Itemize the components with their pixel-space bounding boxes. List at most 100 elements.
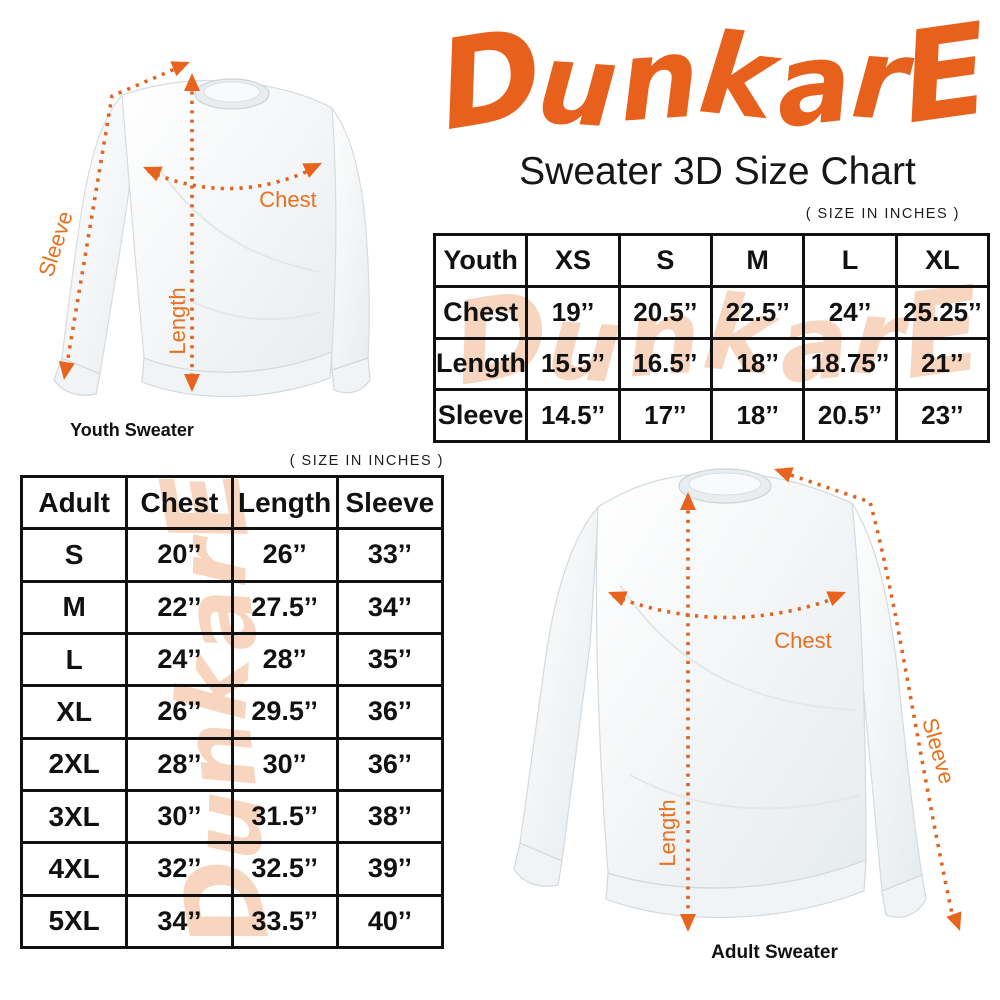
size-value-cell: 26’’ xyxy=(230,527,339,583)
size-value-cell: 16.5’’ xyxy=(617,336,713,392)
column-header: Length xyxy=(230,474,339,531)
youth-caption: Youth Sweater xyxy=(70,420,194,440)
size-value-cell: 20.5’’ xyxy=(802,388,898,443)
adult-chest-arrow-right xyxy=(826,591,846,607)
row-label: 4XL xyxy=(19,841,129,897)
header-row: Youth XS S M L XL xyxy=(432,233,991,288)
column-header: Adult xyxy=(19,474,129,531)
size-row: Length 15.5’’ 16.5’’ 18’’ 18.75’’ 21’’ xyxy=(432,336,991,392)
size-value-cell: 30’’ xyxy=(230,736,339,792)
adult-chest-label: Chest xyxy=(774,628,831,653)
row-label: Length xyxy=(432,336,529,392)
youth-sweater-right-cuff xyxy=(331,357,371,394)
column-header: XL xyxy=(894,233,991,288)
size-value-cell: 17’’ xyxy=(617,388,713,443)
youth-length-arrow-top xyxy=(184,73,200,91)
youth-sweater-collar-inner xyxy=(203,81,261,103)
column-header: Youth xyxy=(432,233,529,288)
adult-sweater-diagram: Chest Length Sleeve xyxy=(513,467,962,932)
youth-length-arrow-bottom xyxy=(184,374,200,392)
logo-letter: E xyxy=(892,0,1000,153)
adult-chest-arrow-left xyxy=(608,591,628,607)
youth-chest-label: Chest xyxy=(259,187,316,212)
adult-length-arrow-bottom xyxy=(680,914,696,932)
adult-size-table: Adult Chest Length Sleeve S 20’’ 26’’ 33’’ M 22’’… xyxy=(19,474,445,950)
column-header: S xyxy=(617,233,713,288)
row-label: L xyxy=(19,631,129,688)
size-value-cell: 18’’ xyxy=(709,388,806,443)
youth-sleeve-arrow-bottom xyxy=(58,360,75,380)
size-value-cell: 34’’ xyxy=(125,893,234,950)
adult-sweater-hem xyxy=(605,859,867,919)
size-value-cell: 31.5’’ xyxy=(230,788,339,845)
size-row: M 22’’ 27.5’’ 34’’ xyxy=(19,579,445,635)
adult-sweater-body xyxy=(595,473,867,889)
youth-sweater-drawing xyxy=(53,78,371,398)
column-header: L xyxy=(802,233,898,288)
adult-sweater-fold xyxy=(629,774,861,810)
size-value-cell: 26’’ xyxy=(125,684,234,740)
logo-letter: n xyxy=(614,12,705,148)
column-header: Sleeve xyxy=(335,474,445,531)
chart-title: Sweater 3D Size Chart xyxy=(519,150,916,193)
size-value-cell: 40’’ xyxy=(335,893,445,950)
row-label: 5XL xyxy=(19,893,129,950)
size-row: Sleeve 14.5’’ 17’’ 18’’ 20.5’’ 23’’ xyxy=(432,388,991,443)
adult-length-arrow-top xyxy=(680,492,696,510)
youth-length-label: Length xyxy=(165,287,190,354)
youth-sweater-body xyxy=(121,79,337,373)
logo-letter: u xyxy=(533,18,624,154)
adult-sweater-drawing xyxy=(513,468,927,919)
size-value-cell: 15.5’’ xyxy=(525,336,621,392)
youth-units-note: ( SIZE IN INCHES ) xyxy=(805,206,960,222)
size-value-cell: 25.25’’ xyxy=(894,284,991,340)
adult-sweater-fold xyxy=(619,584,856,711)
size-value-cell: 36’’ xyxy=(335,684,445,740)
size-value-cell: 33.5’’ xyxy=(230,893,339,950)
youth-sleeve-arrow-top xyxy=(170,61,190,77)
size-value-cell: 30’’ xyxy=(125,788,234,845)
size-value-cell: 29.5’’ xyxy=(230,684,339,740)
adult-sleeve-arrow-top xyxy=(774,467,794,483)
youth-chest-arrow-left xyxy=(143,166,163,182)
size-value-cell: 33’’ xyxy=(335,527,445,583)
adult-caption: Adult Sweater xyxy=(711,942,838,963)
size-value-cell: 35’’ xyxy=(335,631,445,688)
row-label: S xyxy=(19,527,129,583)
size-value-cell: 27.5’’ xyxy=(230,579,339,635)
size-value-cell: 18’’ xyxy=(709,336,806,392)
size-value-cell: 36’’ xyxy=(335,736,445,792)
youth-chest-measure-line xyxy=(147,165,318,191)
youth-sweater-fold xyxy=(159,169,321,273)
adult-sleeve-arrow-bottom xyxy=(946,911,962,931)
adult-sleeve-label: Sleeve xyxy=(917,715,960,787)
size-row: 3XL 30’’ 31.5’’ 38’’ xyxy=(19,788,445,845)
size-value-cell: 24’’ xyxy=(802,284,898,340)
size-row: L 24’’ 28’’ 35’’ xyxy=(19,631,445,688)
size-value-cell: 23’’ xyxy=(894,388,991,443)
size-value-cell: 28’’ xyxy=(230,631,339,688)
size-row: Chest 19’’ 20.5’’ 22.5’’ 24’’ 25.25’’ xyxy=(432,284,991,340)
size-row: 2XL 28’’ 30’’ 36’’ xyxy=(19,736,445,792)
size-value-cell: 39’’ xyxy=(335,841,445,897)
adult-units-note: ( SIZE IN INCHES ) xyxy=(289,453,444,469)
youth-size-table: Youth XS S M L XL Chest 19’’ 20.5’’ 22.5’’ 24’’ 25.… xyxy=(432,233,991,443)
row-label: 3XL xyxy=(19,788,129,845)
size-value-cell: 28’’ xyxy=(125,736,234,792)
size-value-cell: 38’’ xyxy=(335,788,445,845)
row-label: M xyxy=(19,579,129,635)
youth-sweater-fold xyxy=(169,289,323,321)
row-label: 2XL xyxy=(19,736,129,792)
youth-sleeve-measure-line xyxy=(64,64,183,371)
size-value-cell: 20’’ xyxy=(125,527,234,583)
youth-sleeve-label: Sleeve xyxy=(33,208,78,280)
size-value-cell: 34’’ xyxy=(335,579,445,635)
size-row: XL 26’’ 29.5’’ 36’’ xyxy=(19,684,445,740)
size-row: S 20’’ 26’’ 33’’ xyxy=(19,527,445,583)
column-header: Chest xyxy=(125,474,234,531)
header-row: Adult Chest Length Sleeve xyxy=(19,474,445,531)
size-value-cell: 19’’ xyxy=(525,284,621,340)
brand-logo: DunkarE xyxy=(429,0,999,159)
size-row: 4XL 32’’ 32.5’’ 39’’ xyxy=(19,841,445,897)
